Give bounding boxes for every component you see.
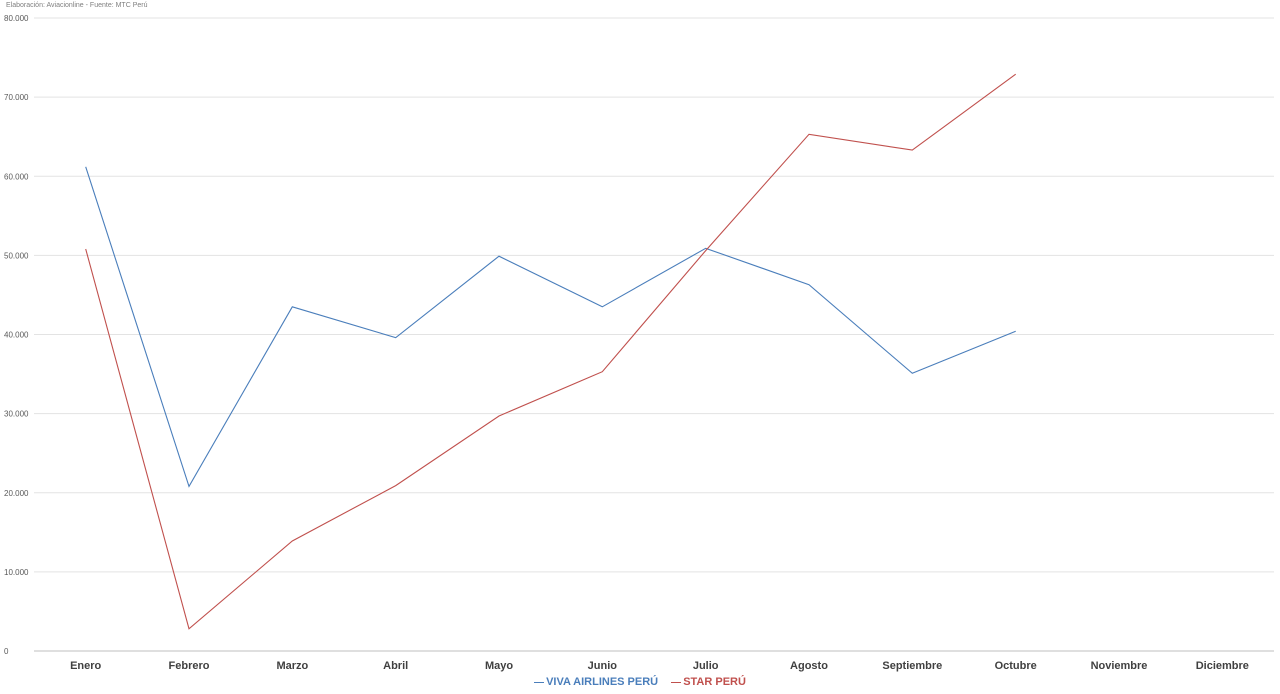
legend-item-viva[interactable]: VIVA AIRLINES PERÚ xyxy=(534,676,658,688)
x-tick-label: Mayo xyxy=(485,660,513,672)
x-tick-label: Enero xyxy=(70,660,101,672)
y-tick-label: 60.000 xyxy=(4,172,29,181)
legend: VIVA AIRLINES PERÚ STAR PERÚ xyxy=(0,676,1280,688)
x-axis-ticks: Enero Febrero Marzo Abril Mayo Junio Julio Agos… xyxy=(70,660,1249,672)
legend-item-star[interactable]: STAR PERÚ xyxy=(671,676,746,688)
x-tick-label: Junio xyxy=(588,660,618,672)
x-tick-label: Agosto xyxy=(790,660,828,672)
y-tick-label: 30.000 xyxy=(4,410,29,419)
y-tick-label: 0 xyxy=(4,647,9,656)
legend-swatch-viva xyxy=(534,681,545,683)
legend-label-viva: VIVA AIRLINES PERÚ xyxy=(546,676,659,688)
y-tick-label: 80.000 xyxy=(4,14,29,23)
source-note: Elaboración: Aviacionline - Fuente: MTC … xyxy=(6,2,148,9)
x-tick-label: Septiembre xyxy=(882,660,942,672)
legend-swatch-star xyxy=(671,681,682,683)
series-line-star xyxy=(85,73,1017,630)
x-tick-label: Febrero xyxy=(169,660,210,672)
legend-label-star: STAR PERÚ xyxy=(683,676,746,688)
y-tick-label: 50.000 xyxy=(4,251,29,260)
series-line-viva xyxy=(85,166,1016,488)
x-tick-label: Diciembre xyxy=(1196,660,1249,672)
y-tick-label: 40.000 xyxy=(4,331,29,340)
y-tick-label: 10.000 xyxy=(4,568,29,577)
x-tick-label: Octubre xyxy=(995,660,1037,672)
x-tick-label: Julio xyxy=(693,660,719,672)
gridlines xyxy=(34,17,1274,652)
x-tick-label: Marzo xyxy=(276,660,308,672)
y-tick-label: 70.000 xyxy=(4,93,29,102)
series-lines xyxy=(85,73,1017,630)
x-tick-label: Abril xyxy=(383,660,408,672)
x-tick-label: Noviembre xyxy=(1091,660,1148,672)
y-tick-label: 20.000 xyxy=(4,489,29,498)
y-axis-ticks: 0 10.000 20.000 30.000 40.000 50.000 60.000 70.… xyxy=(4,14,29,656)
